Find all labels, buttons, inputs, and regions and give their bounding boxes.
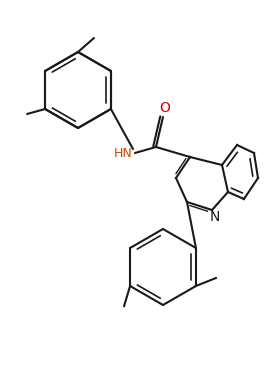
Text: N: N <box>210 210 220 224</box>
Text: HN: HN <box>114 147 132 159</box>
Text: O: O <box>160 101 170 115</box>
